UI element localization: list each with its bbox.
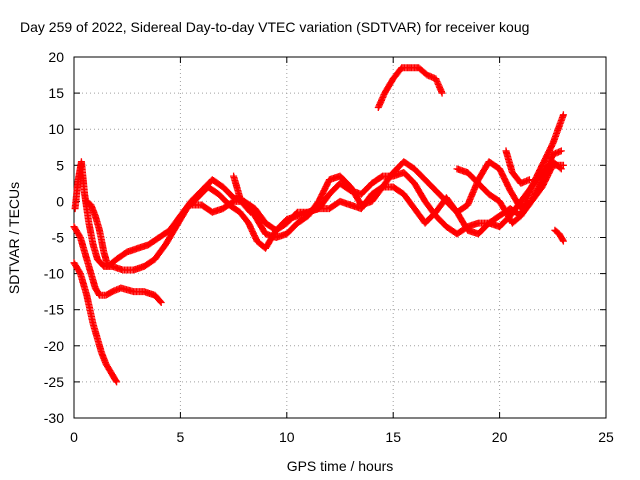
data-point bbox=[156, 297, 164, 305]
data-point bbox=[559, 111, 567, 119]
data-point bbox=[113, 378, 121, 386]
y-tick-label: 0 bbox=[56, 193, 64, 209]
chart-title: Day 259 of 2022, Sidereal Day-to-day VTE… bbox=[20, 19, 529, 35]
series-track-h bbox=[374, 64, 446, 111]
x-tick-label: 25 bbox=[598, 429, 614, 445]
y-tick-label: 10 bbox=[48, 121, 64, 137]
data-point bbox=[559, 161, 567, 169]
data-point bbox=[559, 237, 567, 245]
y-tick-label: 15 bbox=[48, 85, 64, 101]
data-point bbox=[525, 176, 533, 184]
axes: -30 -25 -20 -15 -10 -5 0 5 10 15 20 0 5 10 15 20 25 bbox=[44, 49, 614, 445]
data-point bbox=[559, 236, 567, 244]
data-points bbox=[70, 64, 567, 386]
y-tick-label: -20 bbox=[44, 338, 64, 354]
data-point bbox=[557, 147, 565, 155]
data-point bbox=[247, 208, 255, 216]
y-tick-label: 20 bbox=[48, 49, 64, 65]
y-tick-label: 5 bbox=[56, 157, 64, 173]
data-point bbox=[112, 377, 120, 385]
x-tick-label: 10 bbox=[279, 429, 295, 445]
grid-lines bbox=[74, 57, 606, 418]
series-track-a bbox=[70, 259, 121, 386]
series-track-i bbox=[230, 172, 255, 216]
y-tick-label: -10 bbox=[44, 266, 64, 282]
x-tick-label: 0 bbox=[70, 429, 78, 445]
series-track-j bbox=[551, 226, 567, 245]
y-tick-label: -15 bbox=[44, 302, 64, 318]
data-point bbox=[157, 299, 165, 306]
y-tick-label: -30 bbox=[44, 410, 64, 426]
data-point bbox=[438, 89, 446, 97]
y-tick-label: -25 bbox=[44, 374, 64, 390]
y-axis-label: SDTVAR / TECUs bbox=[6, 182, 22, 294]
series-track-b bbox=[70, 223, 165, 306]
x-axis-label: GPS time / hours bbox=[287, 458, 394, 474]
x-tick-label: 5 bbox=[177, 429, 185, 445]
y-tick-label: -5 bbox=[52, 230, 65, 246]
series-track-g bbox=[502, 147, 533, 187]
series-track-f bbox=[453, 111, 567, 227]
x-tick-label: 20 bbox=[492, 429, 508, 445]
data-point bbox=[246, 207, 254, 215]
x-tick-label: 15 bbox=[385, 429, 401, 445]
